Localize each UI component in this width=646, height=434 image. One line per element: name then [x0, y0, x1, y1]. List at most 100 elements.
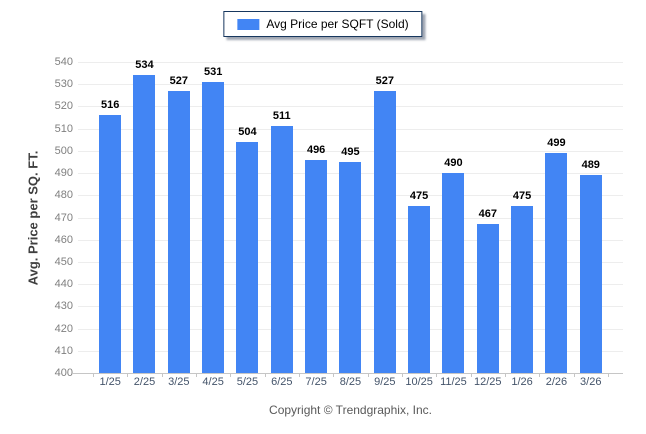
bar[interactable]: [442, 173, 465, 373]
x-axis-tick: [608, 373, 609, 377]
bar-slot: 475 10/25: [402, 62, 436, 388]
x-axis-tick: [196, 373, 197, 377]
bar-value-label: 499: [547, 137, 566, 150]
x-axis-tick: [367, 373, 369, 377]
bar-slot: 495 8/25: [333, 62, 367, 388]
y-tick-label: 480: [54, 189, 73, 202]
y-tick-label: 520: [54, 100, 73, 113]
x-tick-label: 8/25: [339, 376, 362, 388]
bar[interactable]: [339, 161, 362, 373]
x-tick-label: 12/25: [474, 376, 502, 388]
x-axis-tick: [127, 373, 129, 377]
x-axis-tick: [470, 373, 472, 377]
bar[interactable]: [305, 159, 328, 373]
bar[interactable]: [236, 141, 259, 373]
y-tick-label: 540: [54, 56, 73, 68]
x-axis-tick: [230, 373, 232, 377]
bar[interactable]: [408, 206, 431, 373]
bar-value-label: 511: [272, 110, 291, 123]
x-axis-tick: [539, 373, 541, 377]
x-axis-tick: [161, 373, 163, 377]
x-axis-tick: [93, 373, 94, 377]
bar[interactable]: [545, 153, 568, 373]
bar-value-label: 467: [478, 208, 497, 221]
bar-slot: 475 1/26: [505, 62, 539, 388]
y-tick-label: 440: [54, 278, 73, 291]
gridline: [78, 128, 623, 130]
x-axis-tick: [573, 373, 575, 377]
bar-slot: 499 2/26: [539, 62, 573, 388]
bar-slot: 496 7/25: [299, 62, 333, 388]
plot-area: 516 1/25 534 2/25 527 3/25 531 4/25 504 5/25 511 6/…: [72, 59, 623, 388]
y-tick-label: 510: [54, 122, 73, 135]
legend-swatch-icon: [237, 18, 260, 30]
x-tick-label: 1/26: [511, 376, 533, 388]
x-axis-tick: [505, 373, 506, 377]
y-tick-label: 420: [54, 322, 73, 335]
bar[interactable]: [511, 206, 534, 373]
x-tick-label: 6/25: [271, 376, 293, 388]
y-tick-label: 470: [54, 211, 73, 224]
bar[interactable]: [167, 90, 190, 373]
bar-value-label: 489: [581, 159, 600, 172]
x-axis-tick: [333, 373, 335, 377]
bar-slot: 467 12/25: [471, 62, 505, 388]
x-tick-label: 5/25: [236, 376, 259, 388]
y-tick-label: 430: [54, 300, 73, 313]
y-tick-label: 400: [54, 367, 73, 379]
x-tick-label: 3/25: [168, 376, 190, 388]
y-axis-labels: 540 530 520 510 500 490 480 470 460 450 440 430 420 4…: [36, 56, 73, 379]
bar-value-label: 490: [444, 157, 463, 170]
bar-value-label: 534: [135, 59, 154, 72]
bar-slot: 511 6/25: [265, 62, 299, 388]
bar-slot: 527 3/25: [162, 62, 196, 388]
x-axis-tick: [299, 373, 300, 377]
bar-value-label: 495: [341, 145, 360, 158]
y-tick-label: 410: [54, 344, 73, 357]
bars-row: 516 1/25 534 2/25 527 3/25 531 4/25 504 5/25 511 6/…: [93, 59, 609, 388]
bar[interactable]: [579, 175, 602, 373]
x-tick-label: 3/26: [580, 376, 602, 388]
legend[interactable]: Avg Price per SQFT (Sold): [223, 11, 423, 37]
bar[interactable]: [476, 224, 499, 373]
y-tick-label: 530: [54, 78, 73, 91]
bar[interactable]: [270, 126, 293, 373]
bar-slot: 531 4/25: [196, 62, 230, 388]
y-tick-label: 490: [54, 167, 73, 180]
bar[interactable]: [99, 115, 122, 373]
x-tick-label: 4/25: [202, 376, 224, 388]
bar[interactable]: [202, 82, 225, 373]
x-tick-label: 7/25: [305, 376, 327, 388]
bar-value-label: 531: [203, 66, 223, 78]
y-tick-label: 460: [54, 233, 73, 246]
x-tick-label: 1/25: [99, 376, 121, 388]
x-axis-tick: [436, 373, 438, 377]
bar-slot: 489 3/26: [574, 62, 608, 388]
bar-value-label: 475: [409, 190, 429, 203]
bar-slot: 534 2/25: [127, 59, 161, 388]
gridline: [78, 84, 623, 86]
gridline: [78, 150, 623, 152]
bar-value-label: 496: [306, 143, 326, 156]
x-tick-label: 9/25: [374, 376, 396, 388]
legend-label: Avg Price per SQFT (Sold): [266, 17, 409, 31]
bar-slot: 527 9/25: [368, 62, 402, 388]
bar-slot: 490 11/25: [436, 62, 470, 388]
bar[interactable]: [133, 75, 156, 373]
x-tick-label: 2/26: [545, 376, 568, 388]
bar-value-label: 475: [512, 190, 532, 203]
bar-value-label: 516: [100, 99, 120, 112]
bar-slot: 504 5/25: [230, 62, 264, 388]
bar[interactable]: [373, 90, 396, 373]
x-tick-label: 11/25: [440, 376, 467, 388]
x-axis-tick: [264, 373, 266, 377]
bar-value-label: 504: [238, 125, 257, 138]
y-tick-label: 500: [54, 144, 73, 157]
gridline: [78, 106, 623, 108]
x-axis-tick: [402, 373, 403, 377]
x-axis-line: [72, 373, 623, 374]
gridline: [78, 62, 623, 63]
bar-value-label: 527: [375, 74, 394, 87]
x-tick-label: 10/25: [405, 376, 433, 388]
